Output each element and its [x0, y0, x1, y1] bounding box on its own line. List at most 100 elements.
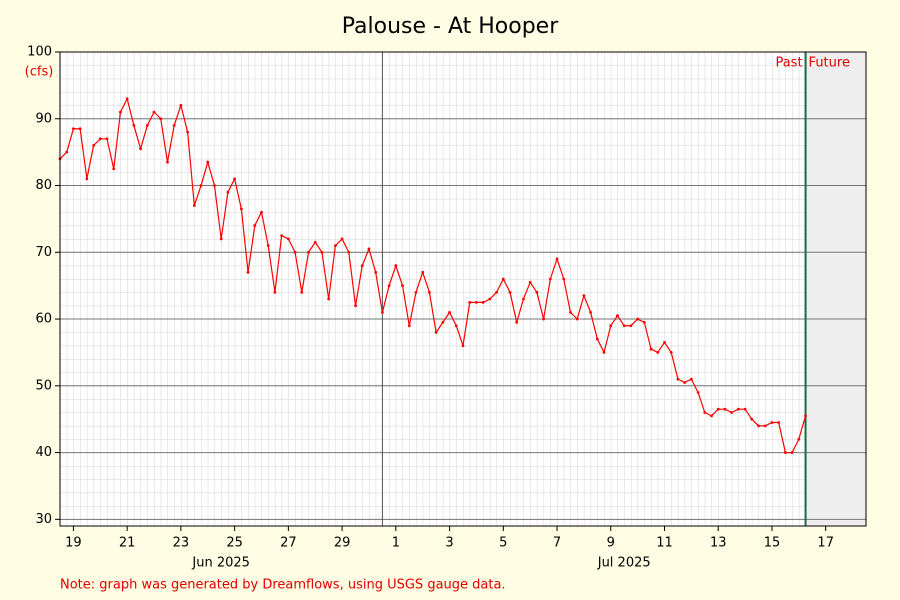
y-tick-label: 90: [35, 111, 52, 126]
x-tick-label: 7: [553, 536, 561, 551]
flow-point: [770, 421, 774, 424]
flow-point: [515, 320, 519, 324]
flow-point: [333, 244, 337, 248]
flow-point: [253, 224, 257, 227]
x-tick-label: 11: [656, 536, 673, 551]
flow-point: [663, 341, 666, 344]
flow-point: [528, 280, 532, 284]
flow-point: [246, 270, 250, 274]
flow-point: [508, 290, 512, 294]
flow-point: [199, 184, 203, 187]
flow-point: [112, 167, 116, 171]
x-tick-label: 13: [710, 536, 727, 551]
flow-point: [98, 137, 102, 141]
flow-point: [179, 104, 183, 107]
flow-point: [495, 290, 498, 294]
flow-point: [656, 351, 660, 354]
flow-point: [689, 377, 693, 381]
flow-point: [609, 324, 613, 328]
x-tick-label: 5: [499, 536, 507, 551]
flow-point: [226, 190, 230, 194]
flow-point: [206, 160, 210, 164]
future-region: [805, 52, 866, 526]
flow-point: [414, 290, 418, 294]
flow-point: [649, 347, 653, 351]
flow-point: [784, 451, 787, 454]
flow-point: [501, 277, 505, 281]
flow-point: [125, 97, 129, 101]
x-tick-label: 15: [764, 536, 781, 551]
flow-line: [59, 97, 807, 454]
flow-point: [119, 110, 122, 114]
flow-point: [139, 147, 143, 151]
flow-point: [542, 317, 545, 321]
flow-point: [595, 337, 599, 341]
flow-point: [569, 310, 572, 314]
flow-point: [219, 237, 223, 241]
past-label: Past: [775, 56, 802, 71]
flow-point: [669, 351, 673, 354]
flow-point: [481, 300, 485, 304]
flow-point: [367, 247, 371, 251]
flow-point: [239, 207, 243, 211]
flow-point: [804, 414, 807, 418]
flow-point: [555, 257, 559, 261]
flow-point: [192, 204, 196, 207]
flow-point: [642, 320, 646, 324]
flow-point: [602, 351, 606, 354]
flow-point: [85, 177, 89, 181]
flow-point: [736, 407, 740, 411]
flow-point: [548, 277, 552, 281]
flow-point: [307, 250, 310, 254]
x-tick-label: 29: [334, 536, 351, 551]
flow-point: [723, 407, 727, 411]
x-tick-label: 27: [280, 536, 297, 551]
flow-point: [159, 117, 163, 121]
flow-point: [763, 424, 767, 428]
flow-point: [166, 160, 169, 164]
x-tick-label: 19: [65, 536, 82, 551]
flow-point: [797, 437, 801, 441]
flow-point: [582, 294, 586, 298]
flow-point: [293, 250, 297, 254]
flow-point: [575, 317, 579, 321]
flow-point: [676, 377, 680, 381]
flow-point: [340, 237, 344, 241]
flow-point: [441, 320, 445, 324]
flow-point: [145, 124, 149, 127]
flow-point: [703, 411, 707, 414]
flow-point: [327, 297, 331, 301]
flow-point: [461, 344, 465, 348]
flow-point: [92, 144, 95, 147]
flow-point: [65, 150, 69, 154]
flow-point: [730, 411, 734, 414]
plot-frame: [59, 51, 867, 527]
flow-point: [636, 317, 640, 321]
flow-point: [716, 407, 720, 411]
x-tick-label: 9: [607, 536, 615, 551]
flow-point: [522, 297, 525, 301]
flow-point: [280, 234, 284, 237]
flow-point: [622, 324, 626, 328]
flow-point: [213, 184, 216, 187]
flow-point: [313, 240, 317, 244]
y-tick-label: 80: [35, 178, 52, 193]
y-tick-label: 100: [27, 45, 52, 60]
flow-point: [266, 244, 270, 248]
flow-point: [300, 290, 304, 294]
month-label: Jun 2025: [191, 556, 250, 571]
flow-point: [428, 290, 431, 294]
flow-point: [468, 300, 472, 304]
flow-point: [354, 304, 357, 308]
flow-point: [629, 324, 633, 328]
flow-point: [78, 127, 82, 131]
x-tick-label: 21: [119, 536, 136, 551]
flow-point: [387, 284, 391, 288]
flow-point: [260, 210, 263, 214]
flow-point: [475, 300, 478, 304]
y-tick-label: 60: [35, 312, 52, 327]
flow-point: [743, 407, 747, 411]
flow-point: [286, 237, 290, 241]
flow-point: [790, 451, 794, 454]
